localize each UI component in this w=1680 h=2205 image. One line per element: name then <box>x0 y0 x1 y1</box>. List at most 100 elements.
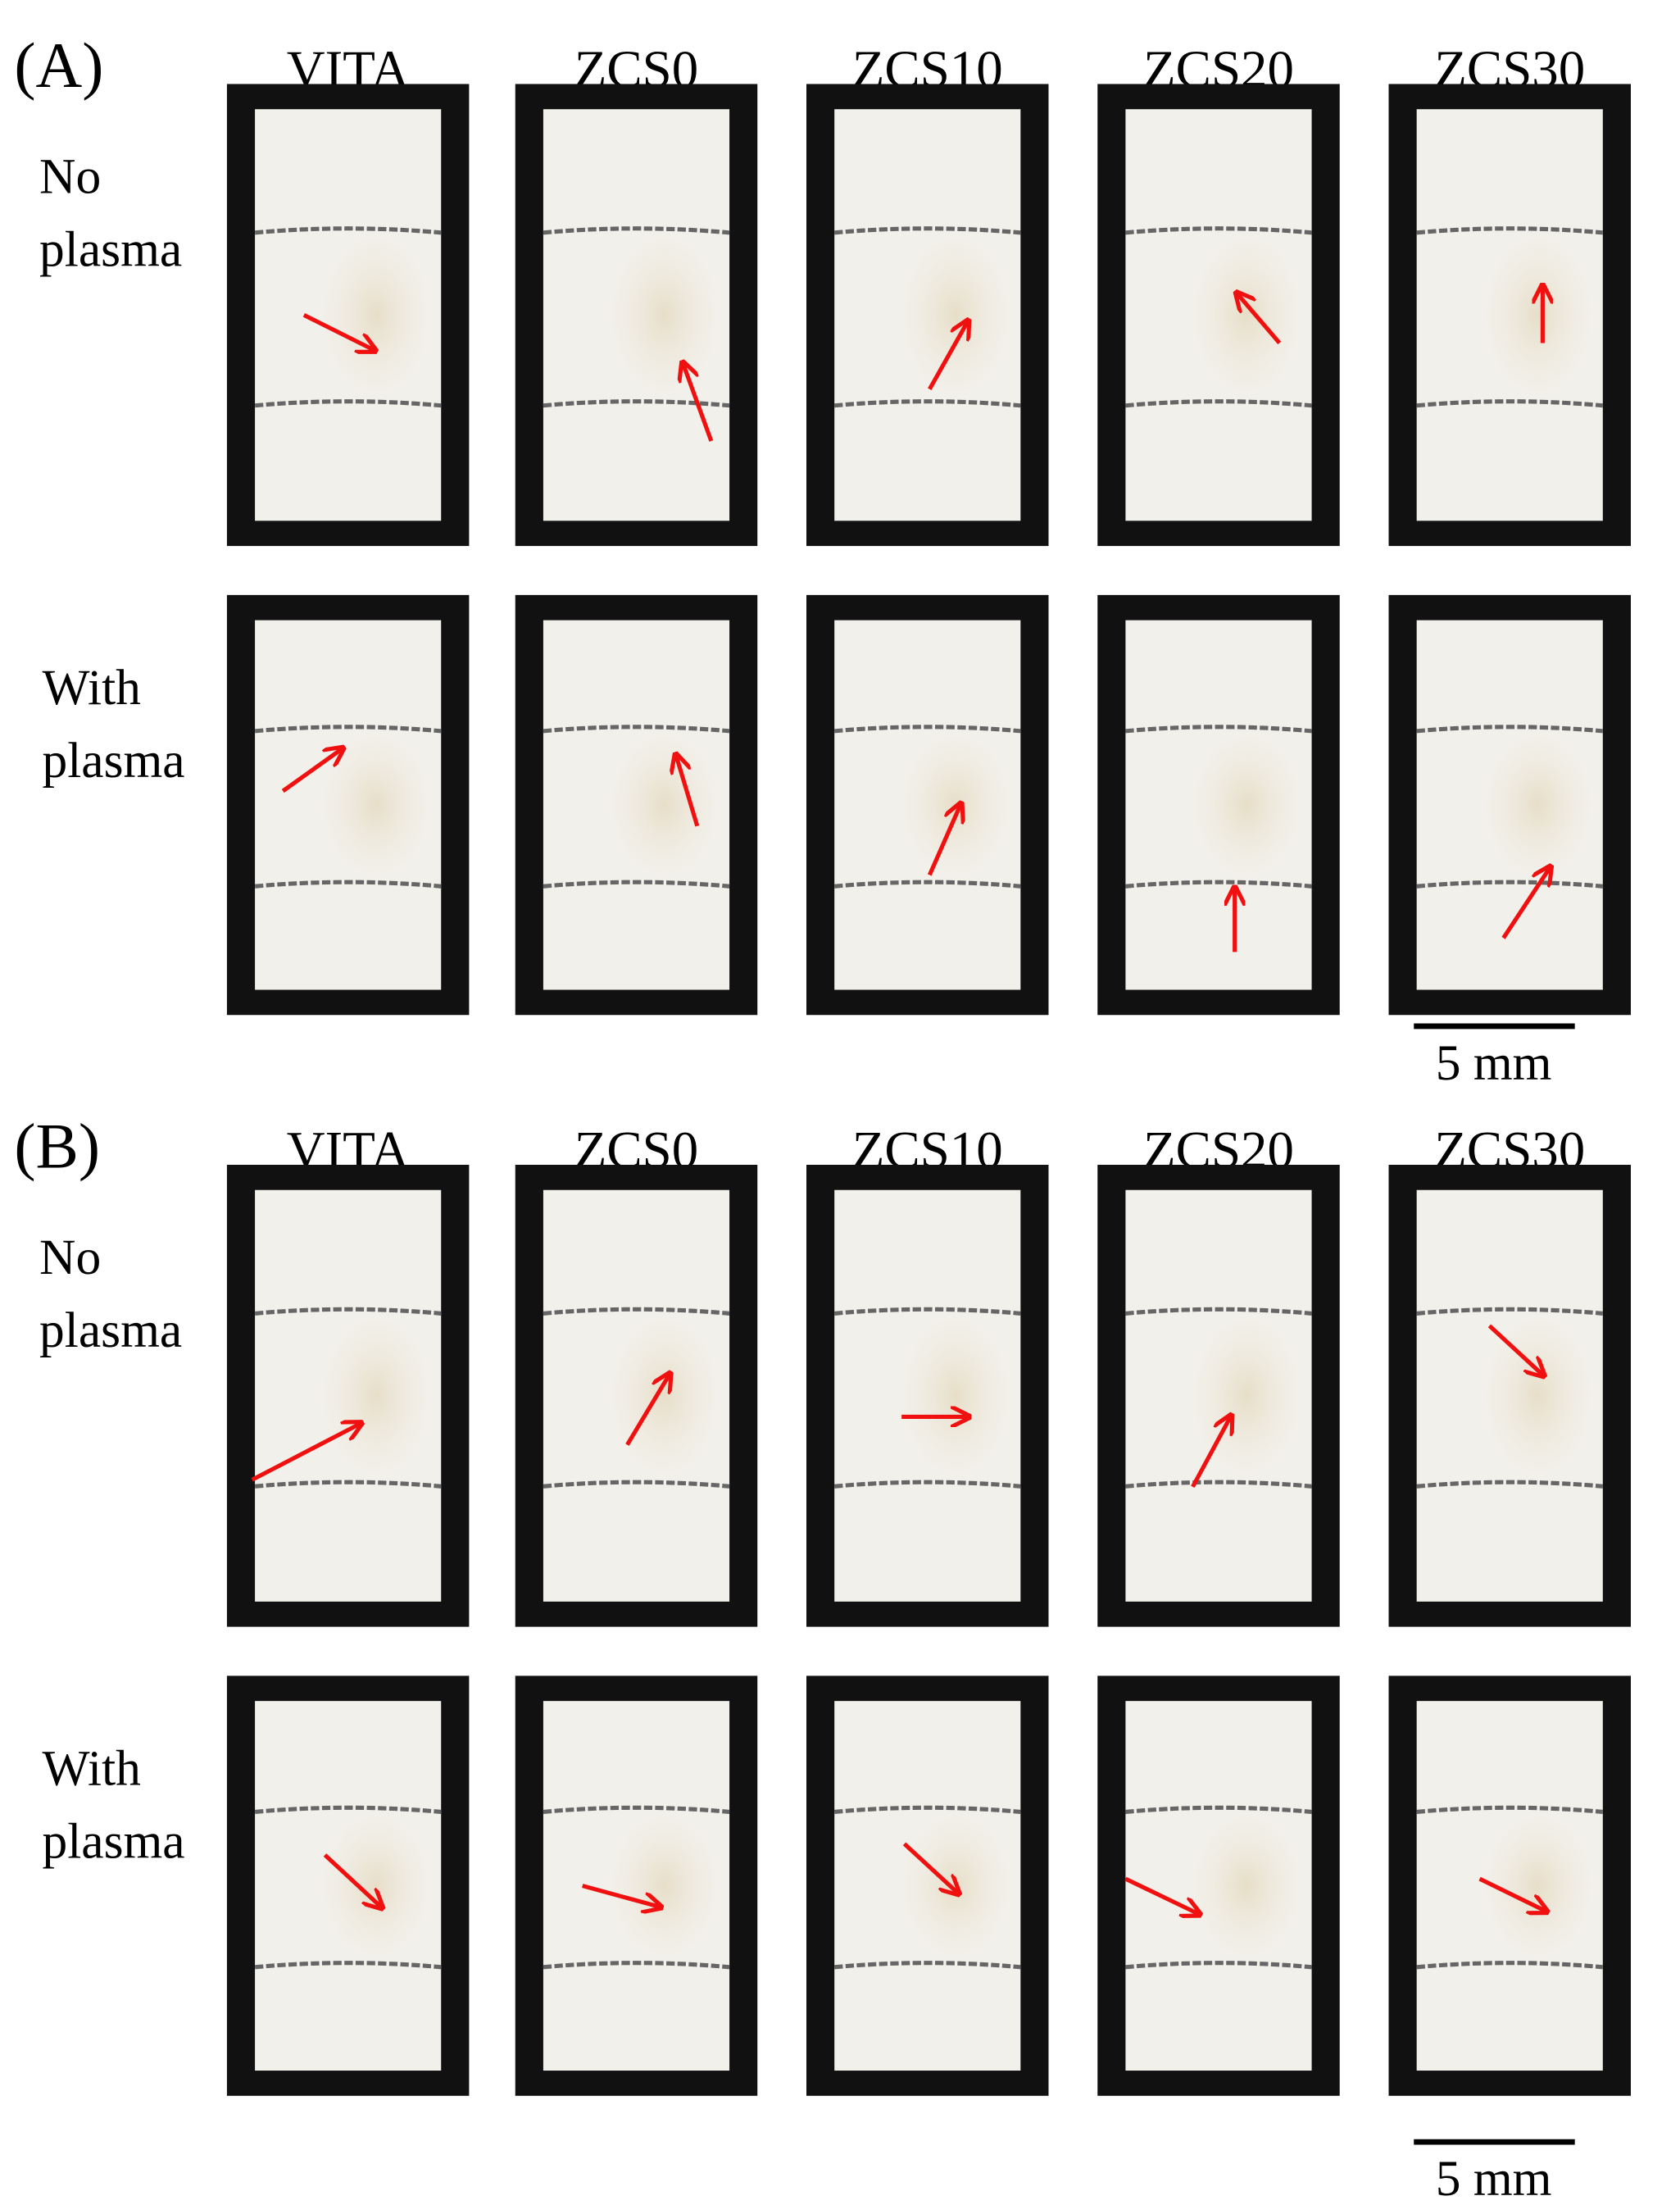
pencil-line <box>1125 880 1312 889</box>
pencil-line <box>254 1480 442 1489</box>
stain <box>899 232 1011 398</box>
stain <box>1190 730 1303 880</box>
panel-label: (B) <box>14 1110 100 1181</box>
pencil-line <box>1125 226 1312 235</box>
specimen-photo <box>226 1675 470 2096</box>
stain <box>320 1812 432 1960</box>
arrow <box>281 749 342 793</box>
pencil-line <box>833 1307 1021 1316</box>
arrow <box>625 1375 669 1446</box>
specimen-photo <box>515 1675 758 2096</box>
specimen-photo <box>1388 84 1631 547</box>
pencil-line <box>543 880 730 889</box>
stain <box>1190 1313 1303 1479</box>
specimen-photo <box>1388 1675 1631 2096</box>
pencil-line <box>1125 1307 1312 1316</box>
specimen-photo <box>806 1165 1049 1627</box>
stain <box>899 1812 1011 1960</box>
arrow <box>928 322 967 391</box>
pencil-line <box>833 399 1021 408</box>
pencil-line <box>254 1805 442 1814</box>
pencil-line <box>1125 1961 1312 1970</box>
row-label: plasma <box>39 1303 182 1358</box>
row-label: With <box>42 1741 140 1797</box>
specimen-photo <box>226 1165 470 1627</box>
pencil-line <box>543 725 730 734</box>
pencil-line <box>833 1961 1021 1970</box>
stain <box>608 232 720 398</box>
pencil-line <box>833 1480 1021 1489</box>
stain <box>1482 730 1594 880</box>
pencil-line <box>254 226 442 235</box>
specimen-photo <box>515 84 758 547</box>
pencil-line <box>1125 725 1312 734</box>
arrow <box>302 312 374 350</box>
pencil-line <box>833 1805 1021 1814</box>
specimen-photo <box>1097 84 1340 547</box>
arrow <box>1501 868 1550 939</box>
stain <box>608 1313 720 1479</box>
row-label: plasma <box>42 1813 184 1869</box>
specimen-photo <box>515 1165 758 1627</box>
pencil-line <box>1416 725 1604 734</box>
specimen-photo <box>806 594 1049 1016</box>
specimen-photo <box>806 84 1049 547</box>
pencil-line <box>1416 1307 1604 1316</box>
pencil-line <box>254 725 442 734</box>
pencil-line <box>543 1480 730 1489</box>
stain <box>1190 1812 1303 1960</box>
pencil-line <box>543 1307 730 1316</box>
row-label: plasma <box>42 733 184 789</box>
pencil-line <box>543 226 730 235</box>
stain <box>899 1313 1011 1479</box>
pencil-line <box>254 1961 442 1970</box>
arrow <box>1478 1876 1546 1911</box>
pencil-line <box>543 399 730 408</box>
specimen-photo <box>226 84 470 547</box>
arrow <box>683 364 714 442</box>
pencil-line <box>254 880 442 889</box>
stain <box>1190 232 1303 398</box>
row-label: With <box>42 660 140 716</box>
stain <box>899 730 1011 880</box>
scale-bar-label: 5 mm <box>1436 1035 1552 1091</box>
stain <box>1482 232 1594 398</box>
specimen-photo <box>1388 594 1631 1016</box>
pencil-line <box>1416 399 1604 408</box>
stain <box>320 1313 432 1479</box>
stain <box>1482 1313 1594 1479</box>
arrow <box>1487 1324 1542 1375</box>
pencil-line <box>1125 1805 1312 1814</box>
stain <box>320 730 432 880</box>
arrow <box>927 805 960 876</box>
pencil-line <box>543 1961 730 1970</box>
pencil-line <box>833 725 1021 734</box>
pencil-line <box>833 880 1021 889</box>
stain <box>1482 1812 1594 1960</box>
arrow <box>1237 294 1282 345</box>
specimen-photo <box>1097 1675 1340 2096</box>
pencil-line <box>833 226 1021 235</box>
pencil-line <box>254 399 442 408</box>
pencil-line <box>543 1805 730 1814</box>
row-label: No <box>39 149 101 205</box>
pencil-line <box>1416 226 1604 235</box>
pencil-line <box>1416 1480 1604 1489</box>
row-label: plasma <box>39 222 182 278</box>
scale-bar-label: 5 mm <box>1436 2151 1552 2205</box>
pencil-line <box>254 1307 442 1316</box>
pencil-line <box>1125 399 1312 408</box>
arrow <box>1124 1876 1198 1914</box>
panel-label: (A) <box>14 30 103 101</box>
specimen-photo <box>1388 1165 1631 1627</box>
pencil-line <box>1416 1805 1604 1814</box>
arrow <box>582 1884 660 1907</box>
row-label: No <box>39 1230 101 1285</box>
pencil-line <box>1416 880 1604 889</box>
stain <box>608 1812 720 1960</box>
arrow <box>902 1842 958 1893</box>
specimen-photo <box>1097 594 1340 1016</box>
arrow <box>251 1424 361 1482</box>
stain <box>608 730 720 880</box>
